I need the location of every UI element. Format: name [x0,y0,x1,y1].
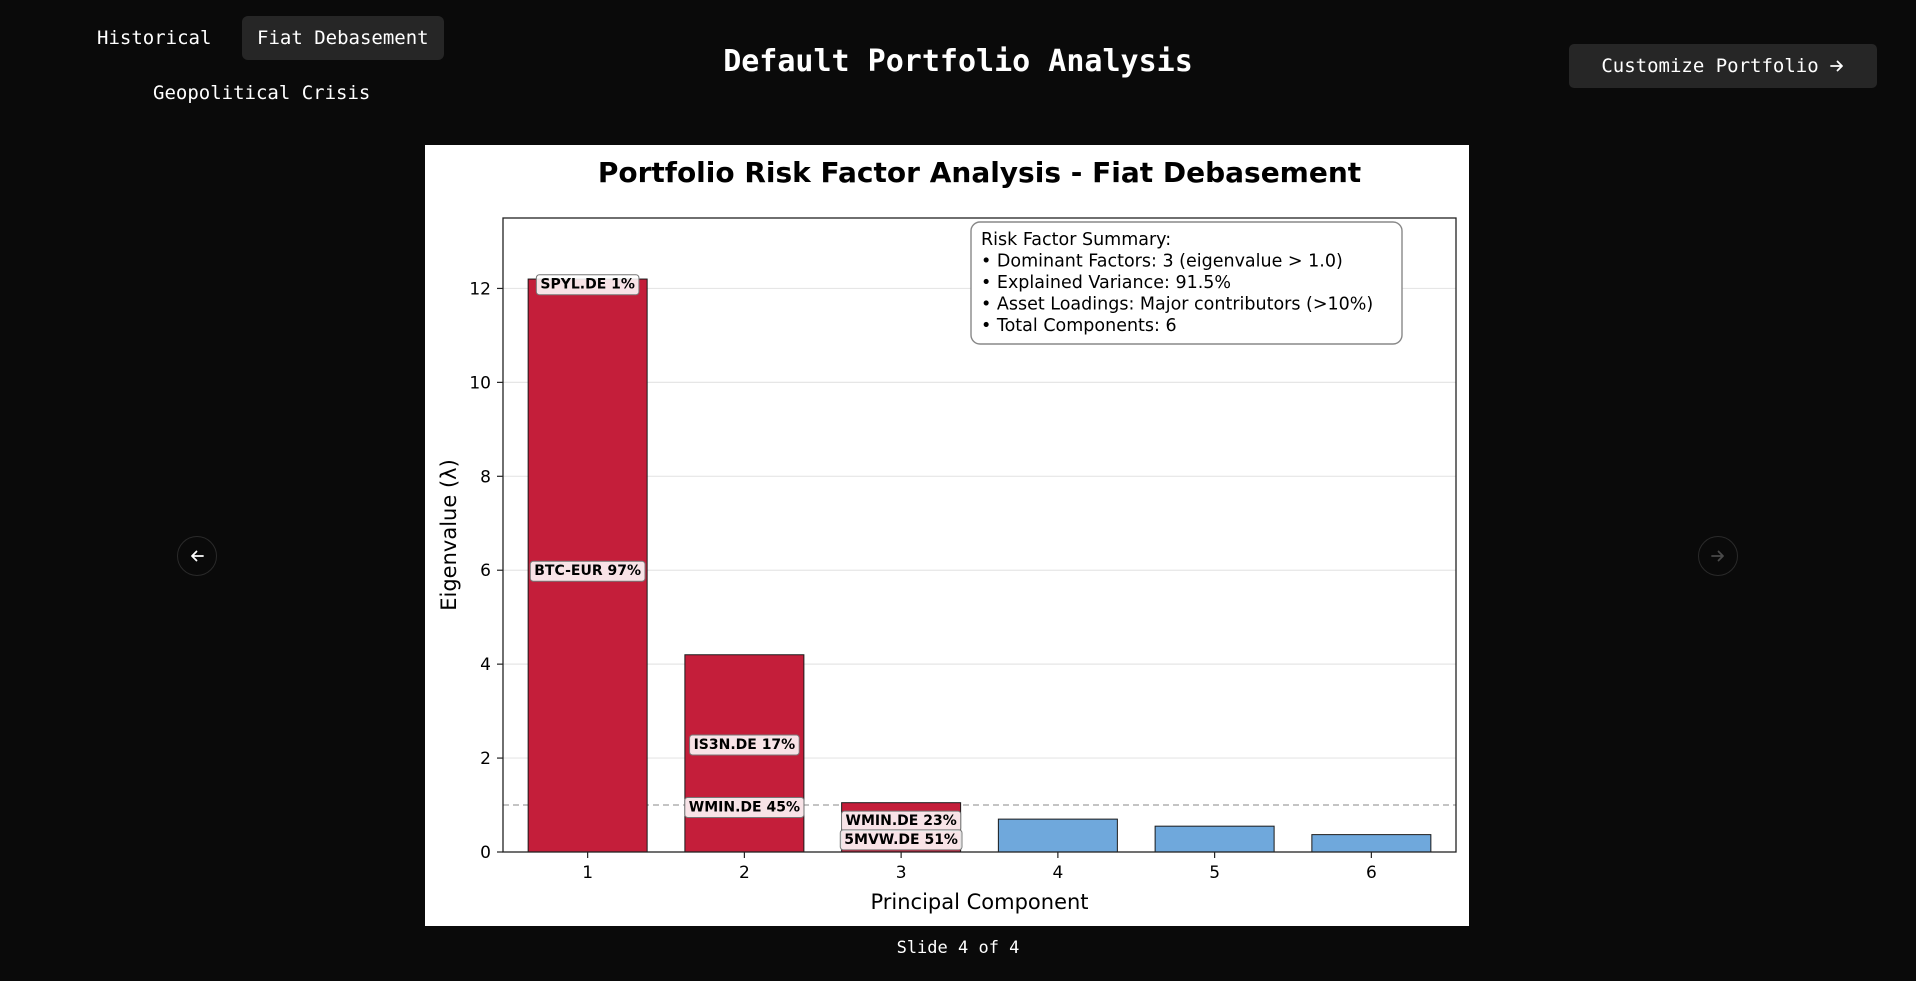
bar-5 [1154,825,1275,853]
chart-svg: Portfolio Risk Factor Analysis - Fiat De… [437,156,1457,914]
tab-historical[interactable]: Historical [97,27,212,49]
loading-label: BTC-EUR 97% [534,563,641,579]
loading-label-box [689,734,800,756]
summary-line: • Explained Variance: 91.5% [981,273,1231,293]
loading-label: WMIN.DE 45% [689,799,800,815]
summary-box [970,221,1403,345]
next-slide-button[interactable] [1698,536,1738,576]
summary-line: Risk Factor Summary: [981,230,1171,250]
y-tick-label: 4 [480,655,491,675]
customize-portfolio-button[interactable]: Customize Portfolio [1569,44,1877,88]
plot-frame [502,217,1457,853]
x-axis-label: Principal Component [870,890,1088,914]
y-tick-label: 6 [480,561,491,581]
x-tick-label: 1 [582,863,593,883]
y-tick-label: 2 [480,749,491,769]
tab-geopolitical-crisis[interactable]: Geopolitical Crisis [153,82,371,104]
arrow-right-icon [1710,548,1726,564]
slide-counter: Slide 4 of 4 [896,938,1020,958]
loading-label: WMIN.DE 23% [846,813,957,829]
customize-portfolio-label: Customize Portfolio [1601,55,1819,77]
loading-label: 5MVW.DE 51% [844,832,958,848]
loading-label: IS3N.DE 17% [694,737,796,753]
bar-4 [997,818,1118,853]
summary-line: • Dominant Factors: 3 (eigenvalue > 1.0) [981,252,1343,272]
page-title: Default Portfolio Analysis [723,44,1193,79]
x-tick-label: 4 [1052,863,1063,883]
x-tick-label: 3 [896,863,907,883]
arrow-right-icon [1829,58,1845,74]
y-tick-label: 0 [480,843,491,863]
prev-slide-button[interactable] [177,536,217,576]
x-tick-label: 5 [1209,863,1220,883]
loading-label-box [839,829,963,851]
y-axis-label: Eigenvalue (λ) [437,459,461,611]
x-tick-label: 2 [739,863,750,883]
loading-label-box [529,560,646,582]
arrow-left-icon [189,548,205,564]
risk-factor-chart: Portfolio Risk Factor Analysis - Fiat De… [425,145,1469,926]
y-tick-label: 8 [480,467,491,487]
tab-fiat-debasement[interactable]: Fiat Debasement [242,16,444,60]
chart-title: Portfolio Risk Factor Analysis - Fiat De… [598,156,1361,189]
loading-label-box [535,274,640,296]
summary-line: • Total Components: 6 [981,316,1177,336]
summary-line: • Asset Loadings: Major contributors (>1… [981,295,1373,315]
y-tick-label: 10 [469,373,491,393]
y-tick-label: 12 [469,279,491,299]
bar-6 [1311,834,1432,853]
loading-label-box [684,796,805,818]
x-tick-label: 6 [1366,863,1377,883]
loading-label: SPYL.DE 1% [540,277,635,293]
